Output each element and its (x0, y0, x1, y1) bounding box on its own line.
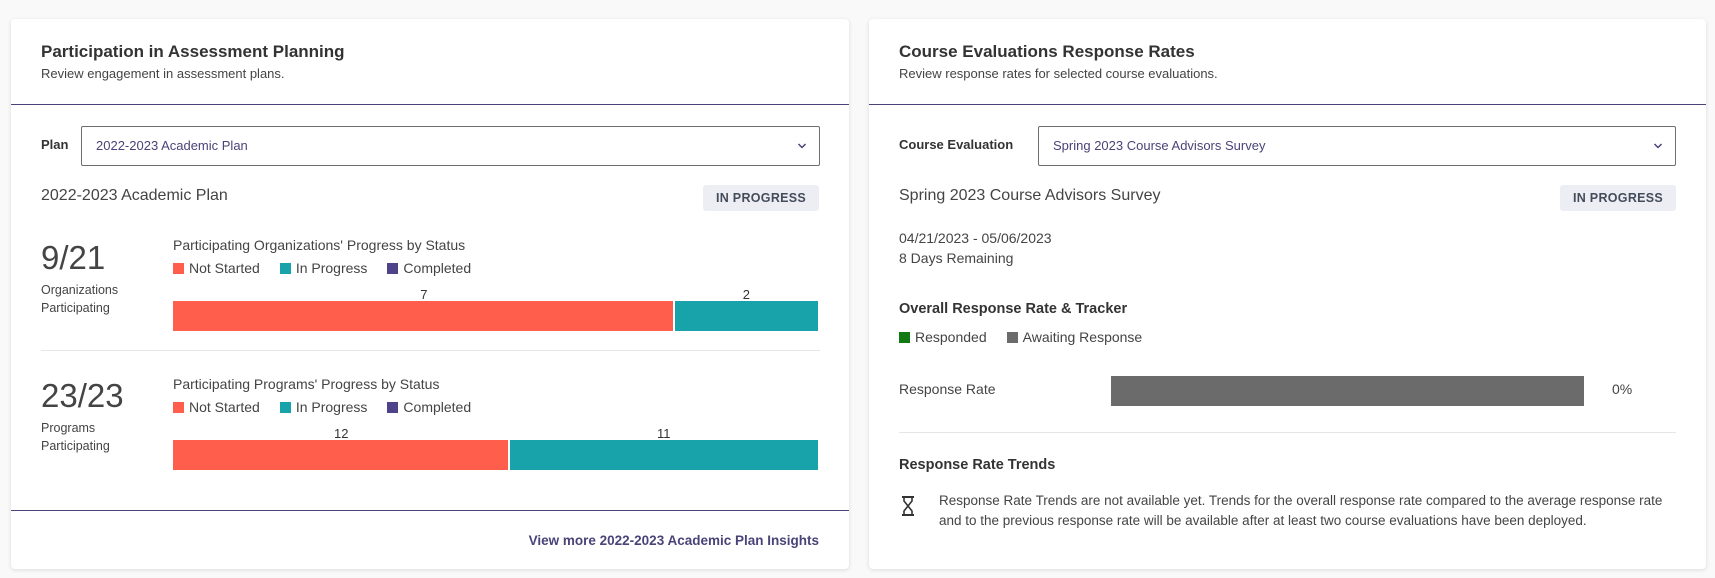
legend-item-responded: Responded (899, 329, 987, 345)
course-evaluation-select-value: Spring 2023 Course Advisors Survey (1053, 138, 1266, 153)
status-badge: IN PROGRESS (1560, 185, 1676, 211)
response-rate-bar (1111, 376, 1584, 406)
bar-value-label: 7 (420, 287, 428, 302)
orgs-participating-count: 9/21 (41, 239, 106, 276)
plan-select-value: 2022-2023 Academic Plan (96, 138, 248, 153)
card-header: Participation in Assessment Planning Rev… (11, 19, 849, 105)
orgs-chart-title: Participating Organizations' Progress by… (173, 237, 466, 253)
evaluation-date-range: 04/21/2023 - 05/06/2023 (899, 230, 1052, 246)
footer-divider (11, 510, 849, 511)
legend-swatch (387, 262, 399, 274)
trends-title: Response Rate Trends (899, 457, 1056, 473)
divider (899, 432, 1676, 433)
legend-swatch (279, 401, 291, 413)
bar-segment-awaiting-response (1111, 376, 1584, 406)
legend-item-in-progress: In Progress (279, 399, 368, 415)
bar-value-label: 11 (657, 426, 671, 441)
plan-select-label: Plan (41, 137, 69, 152)
plan-select[interactable]: 2022-2023 Academic Plan (81, 126, 820, 166)
legend-item-completed: Completed (387, 399, 471, 415)
legend-item-not-started: Not Started (173, 399, 260, 415)
programs-chart-title: Participating Programs' Progress by Stat… (173, 376, 440, 392)
chevron-down-icon (1653, 143, 1663, 149)
programs-chart-legend: Not Started In Progress Completed (173, 399, 491, 415)
legend-item-awaiting-response: Awaiting Response (1006, 329, 1143, 345)
evaluation-name: Spring 2023 Course Advisors Survey (899, 187, 1161, 204)
trends-message: Response Rate Trends are not available y… (939, 493, 1663, 528)
course-evaluations-card: Course Evaluations Response Rates Review… (869, 19, 1706, 569)
card-title: Participation in Assessment Planning (41, 42, 345, 61)
divider (41, 350, 820, 351)
legend-item-completed: Completed (387, 260, 471, 276)
legend-swatch (1006, 331, 1018, 343)
card-subtitle: Review engagement in assessment plans. (41, 66, 285, 81)
participation-card: Participation in Assessment Planning Rev… (11, 19, 849, 569)
legend-swatch (387, 401, 399, 413)
legend-swatch (279, 262, 291, 274)
response-legend: Responded Awaiting Response (899, 329, 1162, 345)
legend-swatch (173, 401, 184, 413)
legend-swatch (899, 331, 910, 343)
programs-participating-caption: Programs Participating (41, 421, 110, 453)
response-rate-value: 0% (1612, 381, 1633, 397)
orgs-participating-caption: Organizations Participating (41, 283, 119, 315)
hourglass-icon (902, 496, 914, 516)
tracker-title: Overall Response Rate & Tracker (899, 301, 1128, 317)
course-evaluation-select[interactable]: Spring 2023 Course Advisors Survey (1038, 126, 1676, 166)
legend-label: Completed (403, 399, 472, 415)
legend-label: Awaiting Response (1022, 329, 1143, 345)
orgs-chart-legend: Not Started In Progress Completed (173, 260, 491, 276)
bar-value-label: 12 (334, 426, 349, 441)
bar-segment-in-progress (509, 440, 818, 470)
programs-participating-count: 23/23 (41, 377, 124, 414)
course-evaluation-select-label: Course Evaluation (899, 137, 1014, 152)
chevron-down-icon (797, 143, 807, 149)
bar-segment-not-started (173, 440, 508, 470)
bar-segment-in-progress (674, 301, 818, 331)
legend-item-in-progress: In Progress (279, 260, 368, 276)
status-badge: IN PROGRESS (703, 185, 819, 211)
plan-name: 2022-2023 Academic Plan (41, 187, 228, 204)
legend-label: In Progress (295, 260, 368, 276)
legend-label: Responded (915, 329, 987, 345)
legend-label: Not Started (189, 260, 260, 276)
legend-swatch (173, 262, 184, 274)
legend-label: Completed (403, 260, 472, 276)
card-header: Course Evaluations Response Rates Review… (869, 19, 1706, 105)
bar-value-label: 2 (742, 287, 750, 302)
card-title: Course Evaluations Response Rates (899, 42, 1195, 61)
view-more-insights-link[interactable]: View more 2022-2023 Academic Plan Insigh… (528, 533, 819, 548)
programs-progress-chart: 12 11 (173, 426, 818, 480)
legend-label: In Progress (295, 399, 368, 415)
days-remaining: 8 Days Remaining (899, 250, 1014, 266)
legend-label: Not Started (189, 399, 260, 415)
response-rate-label: Response Rate (899, 381, 996, 397)
legend-item-not-started: Not Started (173, 260, 260, 276)
bar-segment-not-started (173, 301, 673, 331)
card-subtitle: Review response rates for selected cours… (899, 66, 1218, 81)
